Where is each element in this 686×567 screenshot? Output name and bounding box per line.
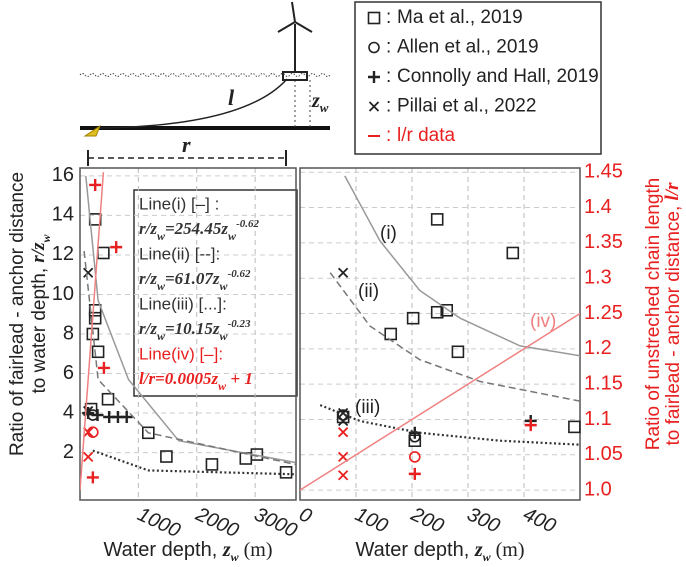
legend-label: Ma et al., 2019 bbox=[397, 7, 523, 28]
annotation-equation-part: =254.45z bbox=[165, 219, 228, 238]
x-axis-title: Water depth, zw (m) bbox=[355, 539, 524, 564]
y2-tick-label: 1.15 bbox=[584, 372, 623, 394]
x-axis-title-part: (m) bbox=[491, 539, 525, 561]
y-axis-title-part: r/z bbox=[28, 242, 49, 263]
y-tick-label: 8 bbox=[63, 322, 74, 344]
y2-tick-label: 1.4 bbox=[584, 196, 612, 218]
curve-label: (ii) bbox=[358, 281, 379, 302]
annotation-equation-part: =10.15z bbox=[165, 319, 220, 338]
annotation-equation-part: -0.62 bbox=[228, 268, 251, 280]
annotation-label: Line(i) [–] : bbox=[139, 194, 219, 213]
x-axis-title-part: Water depth, bbox=[355, 539, 474, 561]
annotation-label: Line(iv) [–]: bbox=[139, 344, 223, 363]
y2-tick-label: 1.25 bbox=[584, 302, 623, 324]
annotation-equation-part: w bbox=[220, 329, 229, 343]
y2-axis-title: Ratio of unstreched chain length bbox=[643, 178, 664, 451]
legend-separator: : bbox=[386, 125, 391, 146]
y-tick-label: 14 bbox=[52, 204, 74, 226]
depth-label-sub: w bbox=[320, 100, 329, 115]
curve-label: (iv) bbox=[530, 311, 556, 332]
legend-label: Allen et al., 2019 bbox=[397, 37, 539, 58]
legend-label: l/r data bbox=[397, 125, 456, 146]
y-tick-label: 4 bbox=[63, 401, 74, 423]
annotation-equation-part: r/z bbox=[139, 319, 157, 338]
y-axis-title-part: to water depth, bbox=[29, 263, 50, 394]
y2-tick-label: 1.3 bbox=[584, 266, 612, 288]
y-axis-title-part: w bbox=[39, 233, 53, 242]
y2-tick-label: 1.0 bbox=[584, 478, 612, 500]
legend-label: Connolly and Hall, 2019 bbox=[397, 66, 599, 87]
x-axis-title-part: z bbox=[222, 539, 231, 561]
x-axis-title-part: Water depth, bbox=[103, 539, 222, 561]
x-axis-title-part: z bbox=[474, 539, 483, 561]
distance-label: r bbox=[182, 132, 191, 157]
length-label: l bbox=[228, 85, 235, 110]
y2-tick-label: 1.05 bbox=[584, 443, 623, 465]
legend-separator: : bbox=[386, 96, 391, 117]
annotation-equation-part: r/z bbox=[139, 219, 157, 238]
legend-separator: : bbox=[386, 7, 391, 28]
y-tick-label: 2 bbox=[63, 441, 74, 463]
curve-label: (i) bbox=[380, 223, 397, 244]
annotation-equation-part: l/r=0.0005z bbox=[139, 369, 218, 388]
legend-separator: : bbox=[386, 66, 391, 87]
y2-axis-title-part: Ratio of unstreched chain length bbox=[643, 178, 664, 451]
y2-axis-title-part: to fairlead - anchor distance, bbox=[663, 200, 684, 445]
annotation-equation-part: -0.62 bbox=[236, 218, 259, 230]
x-axis-title-part: (m) bbox=[239, 539, 273, 561]
annotation-equation-part: w bbox=[228, 229, 237, 243]
y2-tick-label: 1.2 bbox=[584, 337, 612, 359]
y2-tick-label: 1.1 bbox=[584, 408, 612, 430]
legend-separator: : bbox=[386, 37, 391, 58]
x-axis-title: Water depth, zw (m) bbox=[103, 539, 272, 564]
annotation-equation-part: -0.23 bbox=[228, 318, 251, 330]
annotation-label: Line(ii) [--]: bbox=[139, 244, 220, 263]
y2-tick-label: 1.45 bbox=[584, 161, 623, 183]
curve-label: (iii) bbox=[355, 397, 380, 418]
chart: l r zw 100020003000246810121416Water dep… bbox=[0, 0, 686, 567]
annotation-equation-part: =61.07z bbox=[165, 269, 220, 288]
y2-axis-title: to fairlead - anchor distance, l/r bbox=[662, 182, 684, 446]
y2-axis-title-part: l/r bbox=[662, 182, 683, 201]
y-tick-label: 10 bbox=[52, 283, 74, 305]
y-axis-title: to water depth, r/zw bbox=[28, 233, 52, 393]
y-axis-title: Ratio of fairlead - anchor distance bbox=[7, 172, 28, 456]
y-tick-label: 16 bbox=[52, 164, 74, 186]
annotation-equation-part: r/z bbox=[139, 269, 157, 288]
depth-label-main: z bbox=[311, 90, 320, 112]
y-tick-label: 6 bbox=[63, 362, 74, 384]
annotation-equation-part: w bbox=[220, 279, 229, 293]
annotation-label: Line(iii) [...]: bbox=[139, 294, 227, 313]
y-axis-title-part: Ratio of fairlead - anchor distance bbox=[7, 172, 28, 456]
y2-tick-label: 1.35 bbox=[584, 231, 623, 253]
annotation-equation-part: + 1 bbox=[226, 369, 253, 388]
legend-label: Pillai et al., 2022 bbox=[397, 96, 536, 117]
y-tick-label: 12 bbox=[52, 243, 74, 265]
